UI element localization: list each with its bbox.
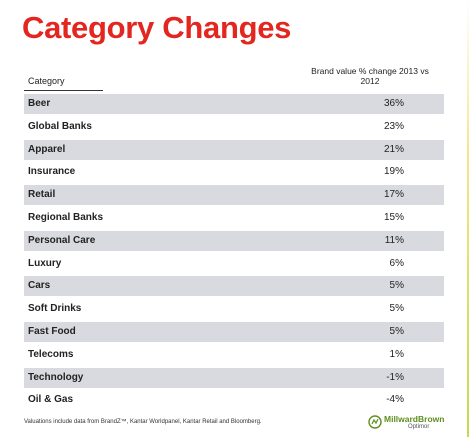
table-row: Global Banks 23%	[24, 117, 444, 137]
row-value: 17%	[383, 189, 404, 201]
row-value: 6%	[389, 257, 404, 269]
row-value: 19%	[383, 166, 404, 178]
header-category: Category	[28, 76, 65, 86]
millward-brown-logo-icon	[368, 415, 382, 429]
row-category: Regional Banks	[28, 211, 104, 223]
decorative-edge	[467, 0, 469, 437]
logo-name: MillwardBrown	[384, 414, 445, 424]
row-value: -1%	[386, 371, 404, 383]
table-row: Personal Care 11%	[24, 230, 444, 251]
row-value: 15%	[383, 211, 404, 223]
row-category: Retail	[28, 189, 56, 201]
row-category: Telecoms	[28, 348, 74, 360]
row-category: Insurance	[28, 166, 76, 178]
table-row: Soft Drinks 5%	[24, 299, 444, 319]
row-value: 5%	[389, 303, 404, 315]
row-value: 5%	[389, 280, 404, 292]
row-category: Luxury	[28, 257, 62, 269]
row-value: -4%	[386, 394, 404, 406]
table-header: Category Brand value % change 2013 vs 20…	[24, 66, 444, 92]
table-row: Telecoms 1%	[24, 345, 444, 365]
table-row: Fast Food 5%	[24, 321, 444, 342]
row-category: Personal Care	[28, 234, 96, 246]
row-category: Technology	[28, 371, 84, 383]
source-footnote: Valuations include data from BrandZ™, Ka…	[24, 419, 262, 425]
page-title: Category Changes	[22, 10, 292, 45]
table-row: Regional Banks 15%	[24, 208, 444, 228]
table-row: Cars 5%	[24, 276, 444, 297]
row-category: Cars	[28, 280, 51, 292]
row-value: 1%	[389, 348, 404, 360]
header-value: Brand value % change 2013 vs 2012	[311, 66, 429, 86]
logo-subtitle: Optimor	[408, 424, 430, 430]
category-table: Beer 36% Global Banks 23% Apparel 21% In…	[24, 94, 444, 413]
row-value: 36%	[383, 98, 404, 109]
row-value: 21%	[383, 143, 404, 155]
table-row: Technology -1%	[24, 367, 444, 388]
row-category: Oil & Gas	[28, 394, 74, 406]
row-value: 23%	[383, 120, 404, 132]
row-value: 5%	[389, 325, 404, 337]
row-category: Global Banks	[28, 120, 92, 132]
header-divider	[24, 90, 103, 91]
table-row: Luxury 6%	[24, 254, 444, 274]
row-category: Soft Drinks	[28, 303, 82, 315]
row-category: Apparel	[28, 143, 66, 155]
row-value: 11%	[384, 234, 404, 246]
row-category: Fast Food	[28, 325, 76, 337]
table-row: Oil & Gas -4%	[24, 390, 444, 410]
table-row: Insurance 19%	[24, 162, 444, 182]
table-row: Apparel 21%	[24, 139, 444, 160]
table-row: Retail 17%	[24, 185, 444, 206]
row-category: Beer	[28, 98, 51, 109]
table-row: Beer 36%	[24, 94, 444, 114]
